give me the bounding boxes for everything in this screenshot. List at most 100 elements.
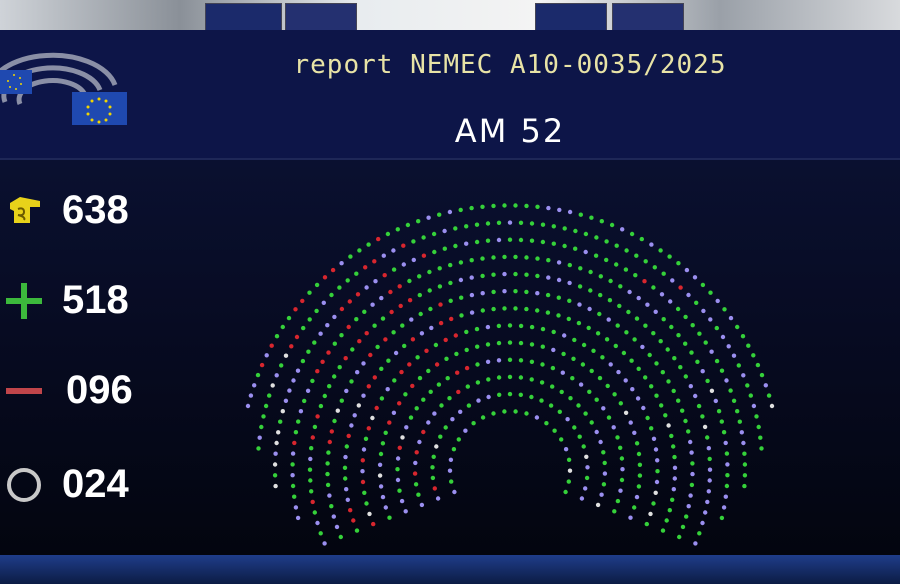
seat-dot (485, 324, 491, 330)
seat-dot (382, 273, 387, 278)
seat-dot (696, 403, 702, 409)
seat-dot (566, 457, 572, 462)
seat-dot (442, 228, 447, 234)
seat-dot (705, 435, 710, 440)
seat-dot (378, 484, 384, 489)
seat-dot (580, 362, 586, 367)
seat-dot (300, 358, 306, 364)
seat-dot (714, 358, 720, 364)
seat-dot (283, 398, 289, 403)
seat-dot (686, 429, 691, 434)
seat-dot (427, 288, 432, 293)
seat-dot (546, 205, 551, 211)
seat-dot (330, 267, 336, 273)
seat-dot (325, 323, 330, 328)
seat-dot (466, 403, 472, 408)
seat-dot (361, 361, 366, 366)
seat-dot (769, 403, 775, 409)
seat-dot (293, 505, 299, 510)
seat-dot (708, 290, 713, 295)
seat-dot (618, 401, 623, 406)
seat-dot (697, 531, 702, 536)
seat-dot (339, 306, 345, 312)
seat-dot (684, 514, 689, 519)
seat-dot (567, 262, 572, 268)
seat-dot (671, 487, 676, 492)
seat-dot (307, 290, 312, 295)
seat-dot (407, 278, 412, 284)
seat-dot (464, 347, 469, 353)
seat-dot (725, 462, 730, 467)
seat-dot (651, 501, 656, 506)
seat-dot (584, 454, 589, 459)
seat-dot (524, 255, 529, 260)
seat-dot (397, 284, 402, 289)
seat-dot (634, 253, 639, 258)
seat-dot (616, 369, 621, 375)
seat-dot (450, 417, 455, 422)
for-count: 518 (62, 278, 129, 322)
seat-dot (550, 365, 556, 371)
seat-dot (434, 362, 440, 367)
seat-dot (331, 514, 336, 519)
seat-dot (426, 420, 431, 425)
seat-dot (654, 479, 660, 485)
seat-dot (302, 398, 307, 404)
seat-dot (618, 488, 623, 493)
seat-dot (366, 426, 371, 431)
seat-dot (634, 441, 640, 446)
seat-dot (598, 292, 603, 298)
seat-dot (438, 320, 444, 326)
seat-dot (417, 375, 423, 381)
seat-dot (322, 275, 328, 280)
seat-dot (529, 377, 534, 382)
seat-dot (636, 366, 641, 371)
seat-dot (688, 493, 693, 498)
seat-dot (456, 437, 461, 442)
seat-dot (577, 284, 583, 289)
seat-dot (463, 428, 468, 433)
seat-dot (344, 388, 349, 394)
seat-dot (374, 405, 379, 411)
seat-dot (628, 515, 633, 520)
seat-dot (649, 384, 654, 389)
seat-dot (709, 388, 715, 393)
room-background-top (0, 0, 900, 32)
seat-dot (659, 403, 664, 408)
seat-dot (707, 478, 712, 483)
seat-dot (724, 451, 730, 456)
seat-dot (337, 365, 342, 370)
seat-dot (661, 271, 666, 276)
seat-dot (607, 298, 613, 303)
amendment-number: AM 52 (454, 112, 566, 150)
seat-dot (471, 421, 476, 426)
seat-dot (435, 496, 441, 501)
seat-dot (314, 282, 320, 288)
seat-dot (550, 384, 555, 389)
seat-dot (724, 378, 729, 383)
result-voters: 638 (6, 188, 129, 233)
seat-dot (606, 317, 611, 322)
seat-dot (419, 502, 425, 508)
seat-dot (448, 457, 454, 462)
seat-dot (690, 461, 695, 466)
seat-dot (634, 494, 640, 500)
seat-dot (597, 311, 602, 317)
seat-dot (329, 292, 334, 298)
seat-dot (618, 284, 623, 289)
seat-dot (300, 298, 305, 304)
seat-dot (413, 482, 419, 487)
seat-dot (453, 226, 458, 231)
seat-dot (428, 306, 433, 312)
seat-dot (485, 342, 491, 347)
seat-dot (474, 326, 480, 332)
seat-dot (332, 314, 337, 320)
abstain-count: 024 (62, 462, 129, 506)
seat-dot (322, 541, 327, 546)
seat-dot (755, 362, 761, 368)
seat-dot (556, 277, 562, 283)
seat-dot (559, 437, 564, 442)
seat-dot (695, 359, 700, 364)
seat-dot (615, 498, 621, 504)
seat-dot (436, 382, 442, 387)
